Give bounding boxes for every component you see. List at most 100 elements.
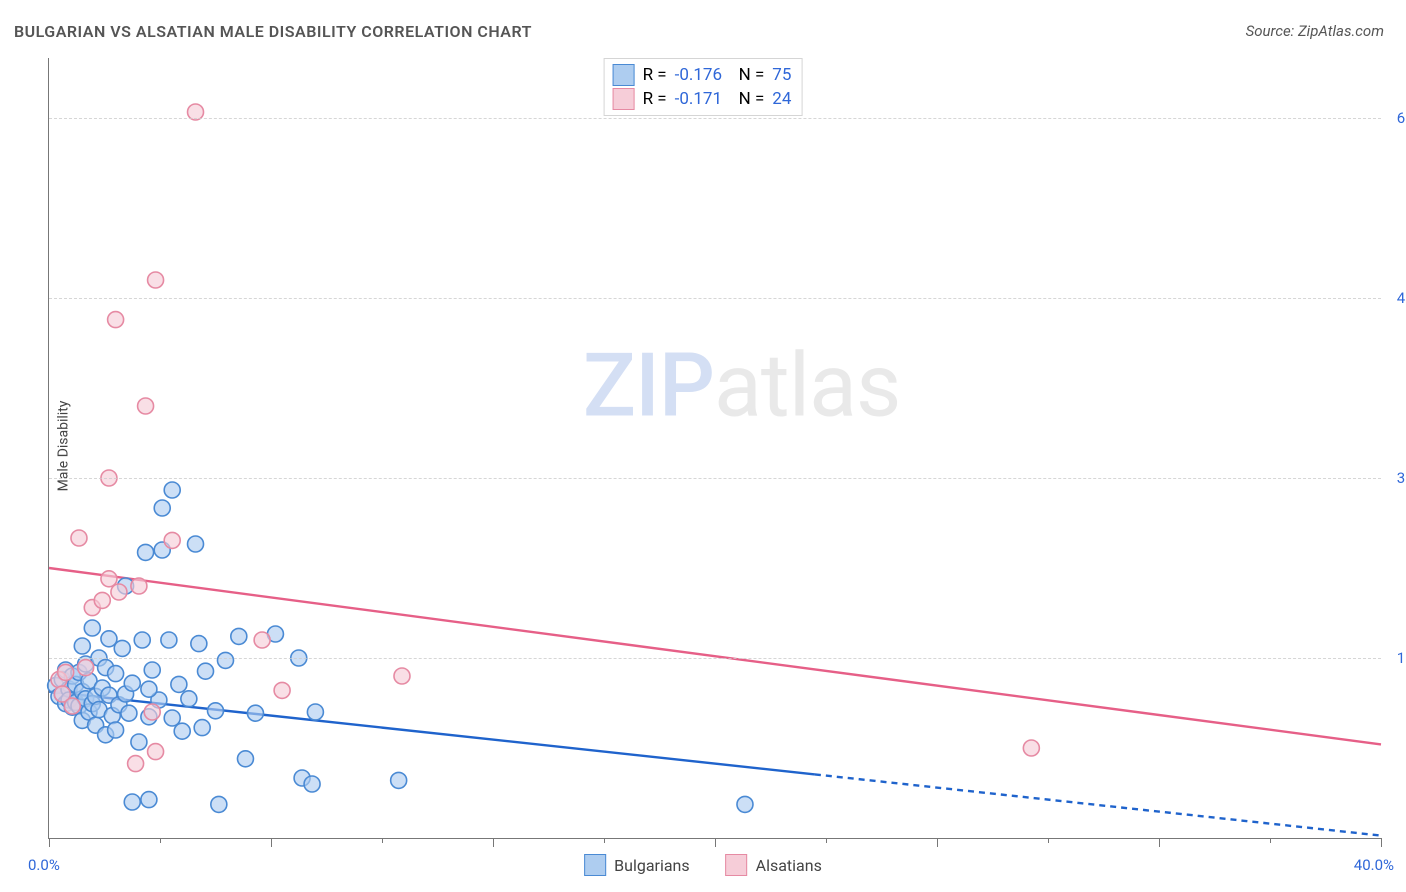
data-point [124,794,140,810]
legend-row-bulgarians: R = -0.176 N = 75 [613,63,792,87]
x-origin-label: 0.0% [28,856,60,874]
r-label-bulg: R = [643,65,667,85]
source-label: Source: ZipAtlas.com [1246,22,1384,40]
data-point [121,705,137,721]
data-point [144,704,160,720]
trend-line-dashed [815,774,1381,835]
data-point [211,796,227,812]
data-point [254,632,270,648]
data-point [108,666,124,682]
data-point [217,652,233,668]
series-legend: Bulgarians Alsatians [584,854,822,876]
data-point [134,632,150,648]
gridline [49,478,1381,479]
swatch-blue-bottom-icon [584,854,606,876]
y-tick-label: 45.0% [1385,289,1406,307]
data-point [144,662,160,678]
plot-svg [49,58,1381,838]
data-point [141,792,157,808]
data-point [181,691,197,707]
data-point [174,723,190,739]
x-tick [826,838,827,843]
legend-label-bulgarians: Bulgarians [614,856,689,875]
data-point [131,578,147,594]
data-point [391,772,407,788]
data-point [237,751,253,767]
swatch-pink-bottom-icon [726,854,748,876]
swatch-blue-icon [613,64,635,86]
chart-title: BULGARIAN VS ALSATIAN MALE DISABILITY CO… [14,22,532,41]
data-point [161,632,177,648]
r-value-alsa: -0.171 [675,89,731,109]
data-point [208,703,224,719]
data-point [394,668,410,684]
gridline [49,118,1381,119]
data-point [131,734,147,750]
data-point [138,544,154,560]
data-point [148,272,164,288]
data-point [148,744,164,760]
x-tick [49,838,50,847]
data-point [141,681,157,697]
x-tick [493,838,494,847]
x-tick [1048,838,1049,843]
data-point [198,663,214,679]
data-point [124,675,140,691]
legend-item-alsatians: Alsatians [726,854,822,876]
r-label-alsa: R = [643,89,667,109]
data-point [84,620,100,636]
legend-item-bulgarians: Bulgarians [584,854,689,876]
data-point [171,676,187,692]
x-tick [382,838,383,843]
swatch-pink-icon [613,88,635,110]
data-point [274,682,290,698]
data-point [1023,740,1039,756]
x-tick [604,838,605,843]
correlation-legend: R = -0.176 N = 75 R = -0.171 N = 24 [604,58,803,116]
x-tick [1270,838,1271,843]
r-value-bulg: -0.176 [675,65,731,85]
legend-row-alsatians: R = -0.171 N = 24 [613,87,792,111]
data-point [231,628,247,644]
data-point [307,704,323,720]
data-point [247,705,263,721]
n-value-bulg: 75 [772,65,791,85]
data-point [188,536,204,552]
data-point [737,796,753,812]
data-point [71,530,87,546]
data-point [78,660,94,676]
x-tick [937,838,938,847]
data-point [138,398,154,414]
data-point [128,756,144,772]
data-point [74,638,90,654]
data-point [154,500,170,516]
data-point [164,482,180,498]
chart-plot-area: ZIPatlas 15.0%30.0%45.0%60.0% [48,58,1381,839]
n-label-bulg: N = [739,65,765,85]
n-label-alsa: N = [739,89,765,109]
data-point [191,636,207,652]
data-point [108,312,124,328]
x-tick [1381,838,1382,847]
data-point [114,640,130,656]
data-point [194,720,210,736]
n-value-alsa: 24 [772,89,791,109]
data-point [108,722,124,738]
data-point [304,776,320,792]
y-tick-label: 30.0% [1385,469,1406,487]
x-end-label: 40.0% [1354,856,1394,874]
gridline [49,298,1381,299]
x-tick [160,838,161,843]
gridline [49,658,1381,659]
y-tick-label: 15.0% [1385,649,1406,667]
y-tick-label: 60.0% [1385,109,1406,127]
data-point [64,698,80,714]
x-tick [715,838,716,847]
data-point [111,584,127,600]
data-point [94,592,110,608]
data-point [58,664,74,680]
data-point [164,532,180,548]
x-tick [1159,838,1160,847]
legend-label-alsatians: Alsatians [756,856,822,875]
x-tick [271,838,272,847]
